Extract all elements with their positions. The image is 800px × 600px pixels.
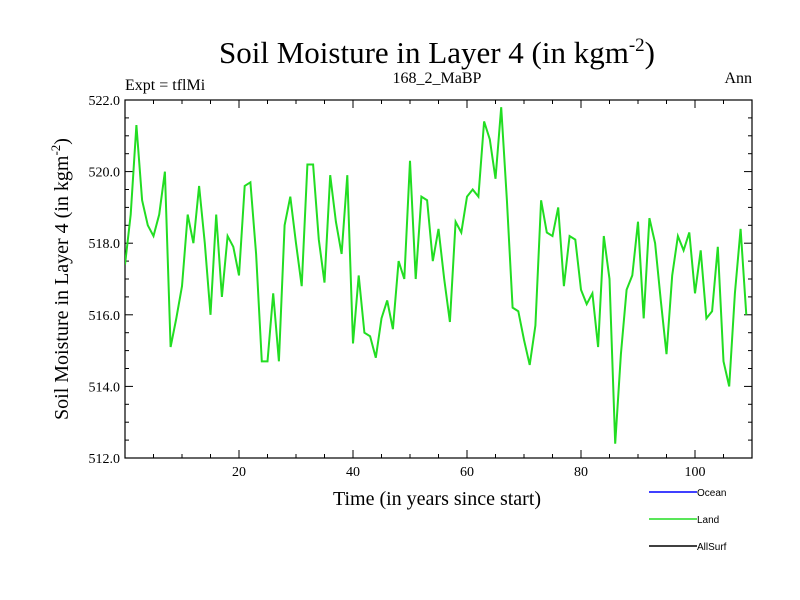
legend-label-ocean: Ocean — [697, 488, 726, 499]
x-tick-label: 20 — [232, 465, 246, 480]
subtitle-right: Ann — [724, 70, 752, 87]
series-group — [125, 107, 748, 444]
x-axis-label: Time (in years since start) — [333, 488, 541, 510]
y-tick-label: 518.0 — [89, 237, 121, 252]
y-tick-label: 520.0 — [89, 166, 121, 181]
x-axis-ticks: 20 40 60 80 100 — [153, 100, 724, 480]
y-tick-label: 522.0 — [89, 94, 121, 109]
y-tick-label: 516.0 — [89, 309, 121, 324]
x-tick-label: 80 — [574, 465, 588, 480]
legend-label-land: Land — [697, 515, 719, 526]
y-axis-label: Soil Moisture in Layer 4 (in kgm-2) — [48, 138, 73, 420]
subtitle-left: Expt = tflMi — [125, 77, 206, 94]
series-line-land — [125, 107, 748, 444]
subtitle-center: 168_2_MaBP — [393, 70, 482, 87]
y-tick-label: 514.0 — [89, 380, 121, 395]
legend: Ocean Land AllSurf — [649, 488, 727, 553]
x-tick-label: 40 — [346, 465, 360, 480]
x-tick-label: 100 — [685, 465, 706, 480]
x-tick-label: 60 — [460, 465, 474, 480]
chart-title: Soil Moisture in Layer 4 (in kgm-2) — [219, 35, 655, 70]
y-axis-ticks: 512.0 514.0 516.0 518.0 520.0 522.0 — [89, 94, 752, 467]
legend-label-allsurf: AllSurf — [697, 542, 727, 553]
y-tick-label: 512.0 — [89, 452, 121, 467]
